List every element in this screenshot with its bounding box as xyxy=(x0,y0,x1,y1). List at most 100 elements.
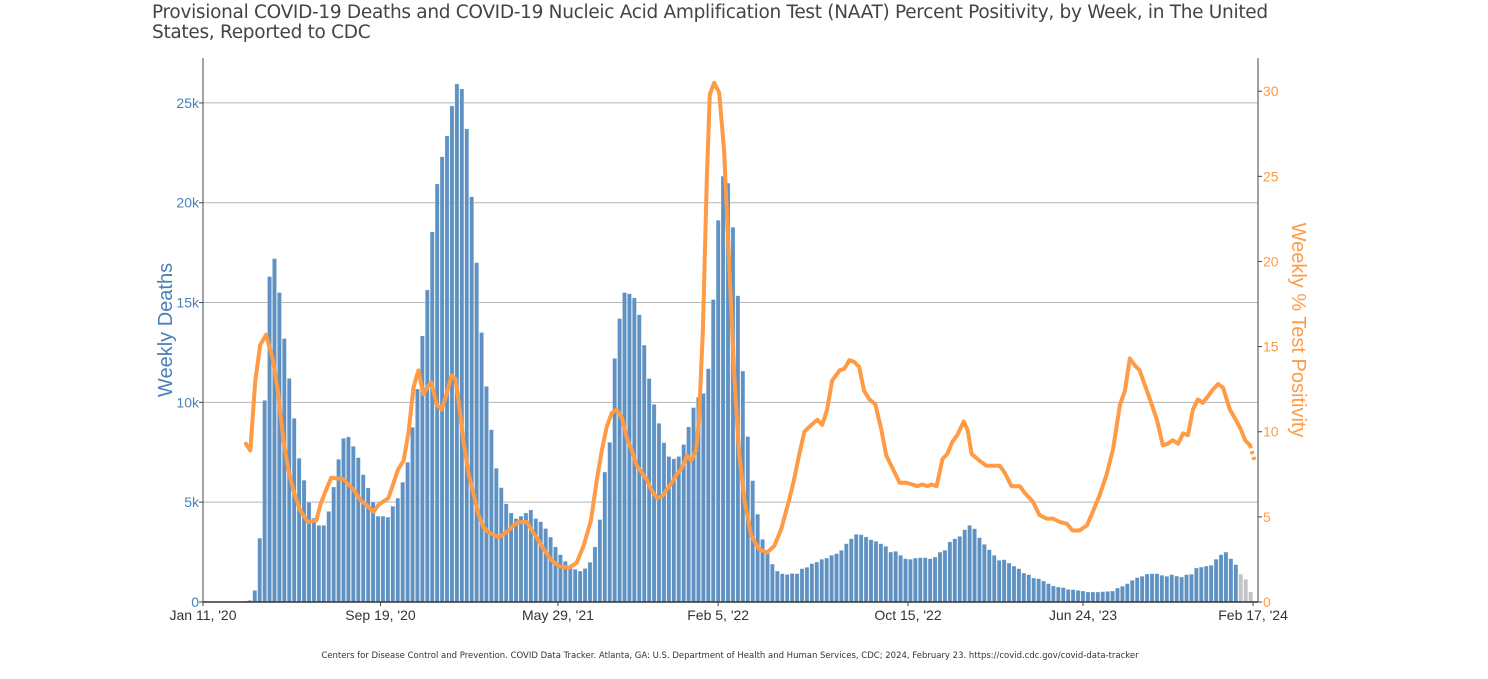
death-bar xyxy=(676,456,682,603)
death-bar xyxy=(765,553,770,603)
death-bar xyxy=(548,536,553,603)
death-bar xyxy=(1174,575,1179,603)
y-right-tick-label: 10 xyxy=(1263,424,1279,440)
death-bar xyxy=(824,557,829,603)
x-tick-label: Jan 11, '20 xyxy=(169,607,236,623)
death-bar xyxy=(513,518,519,603)
death-bars xyxy=(237,83,1253,603)
death-bar xyxy=(429,231,435,603)
death-bar xyxy=(449,105,455,603)
death-bar xyxy=(952,538,958,603)
death-bar xyxy=(947,541,953,603)
death-bar xyxy=(1144,573,1150,603)
death-bar xyxy=(858,534,864,603)
death-bar xyxy=(622,292,627,603)
death-bar xyxy=(656,423,662,603)
death-bar xyxy=(612,358,617,603)
death-bar xyxy=(1080,590,1086,603)
death-bar xyxy=(410,427,415,603)
death-bar xyxy=(257,537,263,603)
death-bar xyxy=(296,458,302,603)
death-bar xyxy=(1179,576,1184,603)
death-bar xyxy=(277,292,282,603)
death-bar xyxy=(375,515,381,603)
death-bar xyxy=(839,550,844,603)
death-bar xyxy=(424,289,430,603)
death-bar xyxy=(804,567,810,603)
death-bar xyxy=(558,554,563,603)
death-bar xyxy=(819,559,825,603)
x-tick-label: Sep 19, '20 xyxy=(345,607,416,623)
death-bar xyxy=(799,568,805,603)
death-bar xyxy=(405,462,410,603)
death-bar xyxy=(775,570,780,603)
y-right-tick-label: 25 xyxy=(1263,168,1279,184)
death-bar xyxy=(390,505,396,603)
death-bar xyxy=(1164,575,1170,603)
death-bar xyxy=(789,573,795,603)
death-bar xyxy=(464,128,470,603)
death-bar xyxy=(1198,566,1204,603)
death-bar xyxy=(286,378,292,603)
death-bar xyxy=(1006,562,1012,603)
death-bar xyxy=(1203,565,1209,603)
death-bar xyxy=(661,442,667,603)
death-bar-incomplete xyxy=(1243,578,1248,603)
death-bar xyxy=(577,570,583,603)
death-bar-incomplete xyxy=(1238,574,1244,603)
death-bar xyxy=(1218,554,1224,603)
death-bar xyxy=(1208,565,1214,603)
source-footer: Centers for Disease Control and Preventi… xyxy=(321,651,1139,661)
death-bar xyxy=(439,156,445,603)
y-right-tick-label: 30 xyxy=(1263,83,1279,99)
death-bar xyxy=(972,528,977,603)
y-left-tick-label: 5k xyxy=(184,494,200,510)
death-bar xyxy=(380,515,386,603)
death-bar xyxy=(587,562,593,603)
death-bar xyxy=(962,529,967,603)
y-left-tick-label: 0 xyxy=(191,594,199,610)
death-bar xyxy=(553,546,558,603)
death-bar xyxy=(1139,575,1145,603)
death-bar xyxy=(1095,591,1101,603)
death-bar xyxy=(444,135,450,603)
death-bar xyxy=(617,318,622,603)
death-bar xyxy=(917,557,923,603)
death-bar xyxy=(400,481,405,603)
death-bar xyxy=(479,332,484,603)
death-bar xyxy=(597,519,603,603)
death-bar xyxy=(809,563,815,603)
death-bar xyxy=(903,558,908,603)
death-bar xyxy=(779,573,785,603)
death-bar xyxy=(686,426,691,603)
death-bar xyxy=(982,544,987,603)
death-bar xyxy=(977,537,982,603)
death-bar xyxy=(454,83,460,603)
death-bar xyxy=(1060,587,1066,603)
death-bar xyxy=(291,418,297,603)
death-bar xyxy=(459,88,465,603)
positivity-line xyxy=(243,80,1257,570)
death-bar xyxy=(567,565,573,603)
death-bar xyxy=(996,560,1002,603)
death-bar xyxy=(893,551,898,603)
death-bar xyxy=(1213,559,1219,603)
death-bar xyxy=(1100,591,1106,603)
death-bar xyxy=(1223,551,1229,603)
death-bar xyxy=(267,276,272,603)
death-bar xyxy=(814,561,820,603)
death-bar xyxy=(316,525,322,603)
death-bar xyxy=(1041,580,1046,603)
death-bar xyxy=(701,393,706,603)
death-bar xyxy=(1120,585,1125,603)
death-bar xyxy=(262,400,267,603)
y-right-axis-title: Weekly % Test Positivity xyxy=(1287,223,1309,438)
death-bar xyxy=(484,386,489,603)
death-bar xyxy=(602,471,608,603)
death-bar xyxy=(498,487,504,603)
death-bar xyxy=(651,404,657,603)
death-bar xyxy=(572,569,578,603)
death-bar xyxy=(1134,577,1140,603)
death-bar xyxy=(1169,574,1175,603)
